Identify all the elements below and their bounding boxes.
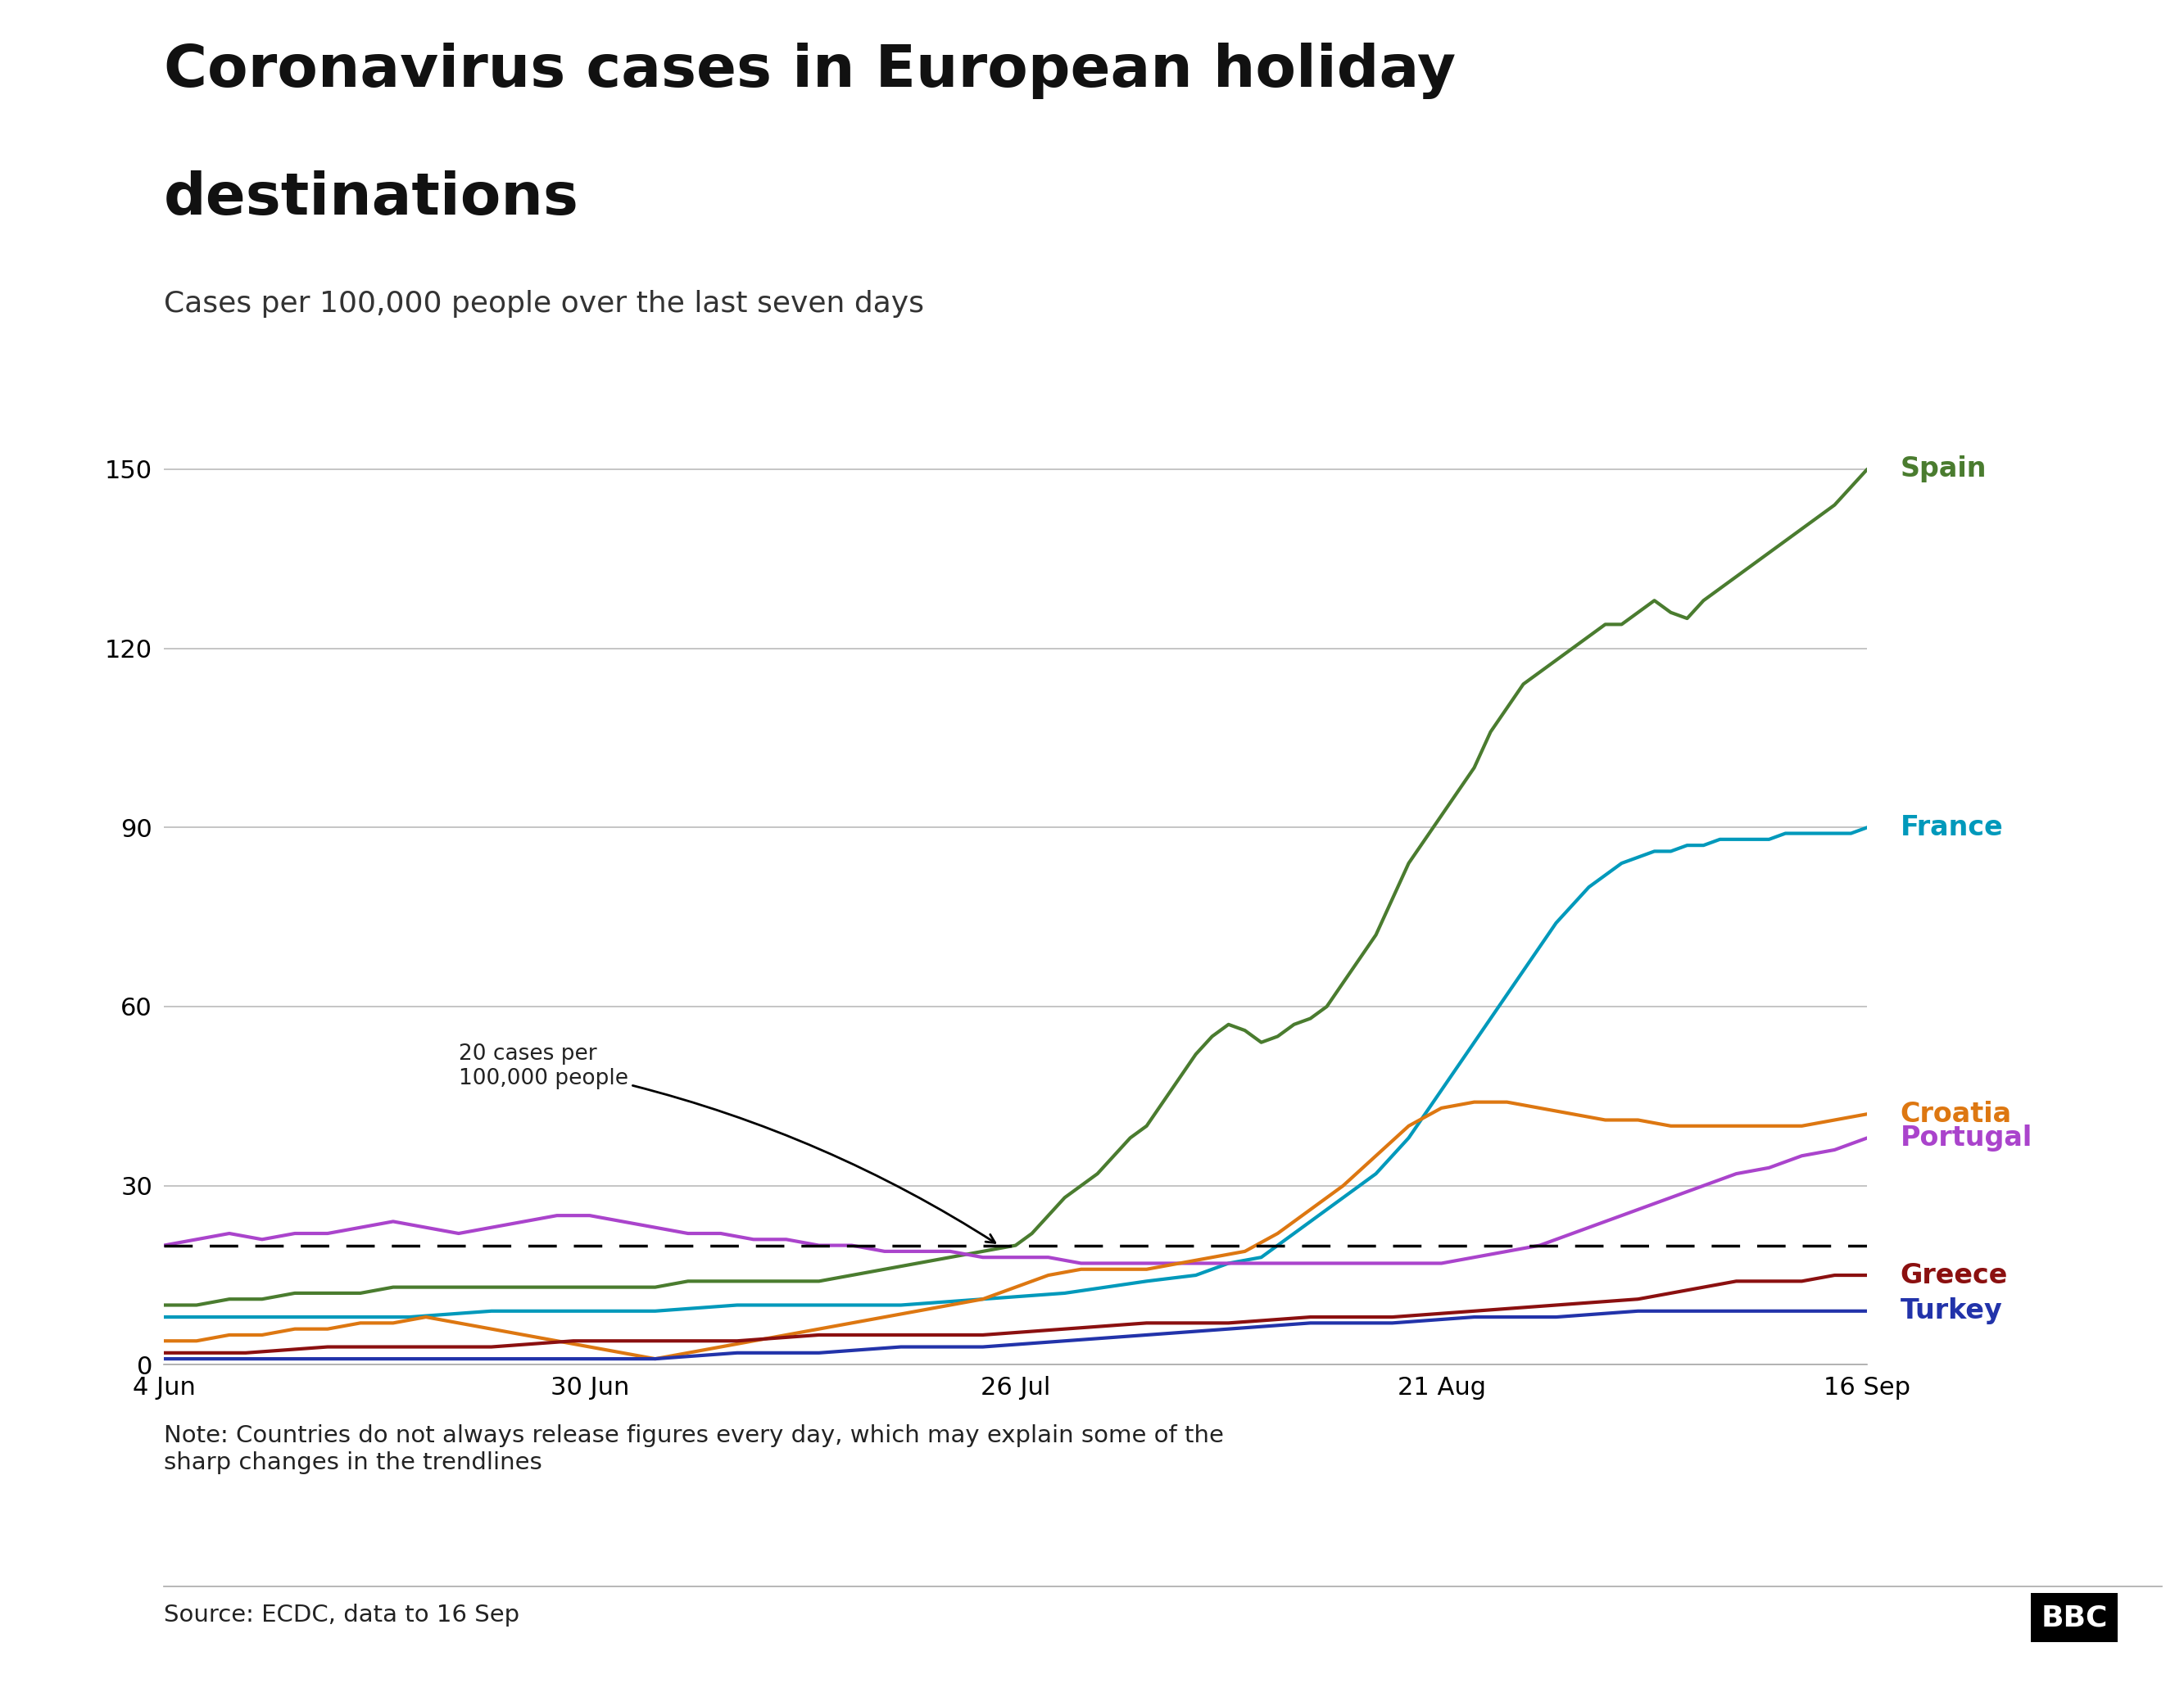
Text: Croatia: Croatia <box>1900 1100 2011 1128</box>
Text: Source: ECDC, data to 16 Sep: Source: ECDC, data to 16 Sep <box>164 1604 520 1626</box>
Text: Spain: Spain <box>1900 456 1987 483</box>
Text: 20 cases per
100,000 people: 20 cases per 100,000 people <box>459 1044 996 1242</box>
Text: Note: Countries do not always release figures every day, which may explain some : Note: Countries do not always release fi… <box>164 1425 1223 1474</box>
Text: destinations: destinations <box>164 171 579 227</box>
Text: France: France <box>1900 814 2003 841</box>
Text: Cases per 100,000 people over the last seven days: Cases per 100,000 people over the last s… <box>164 290 924 317</box>
Text: BBC: BBC <box>2040 1604 2108 1631</box>
Text: Greece: Greece <box>1900 1262 2007 1288</box>
Text: Portugal: Portugal <box>1900 1124 2031 1152</box>
Text: Turkey: Turkey <box>1900 1298 2003 1324</box>
Text: Coronavirus cases in European holiday: Coronavirus cases in European holiday <box>164 43 1457 99</box>
